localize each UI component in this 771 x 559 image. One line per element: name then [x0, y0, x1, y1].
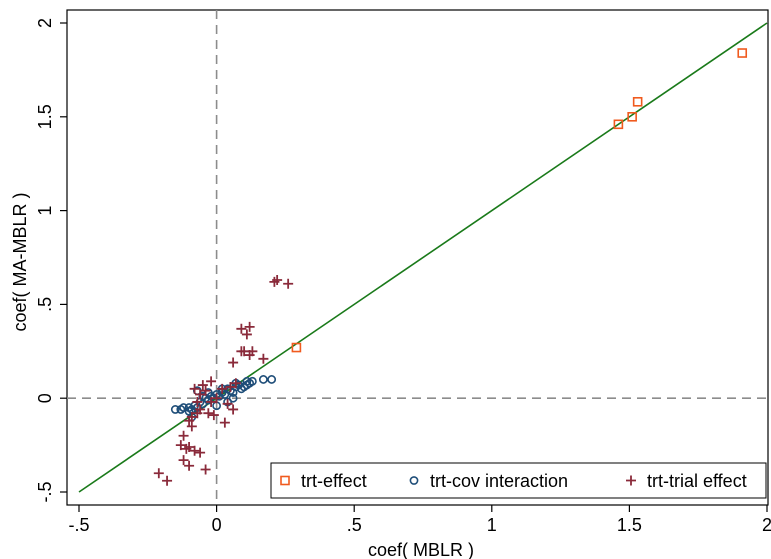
legend-label: trt-effect: [301, 471, 367, 491]
data-point: [236, 346, 247, 357]
data-point: [211, 393, 222, 404]
data-point: [247, 376, 257, 386]
data-point: [184, 460, 195, 471]
data-point: [170, 405, 180, 414]
legend-box: [270, 462, 767, 499]
y-tick-label: 1.5: [35, 104, 55, 129]
data-point: [737, 48, 748, 58]
x-tick-label: 2: [762, 515, 771, 535]
data-point: [195, 389, 206, 400]
data-point: [178, 455, 189, 466]
data-point: [267, 375, 277, 384]
data-point: [178, 430, 189, 441]
data-point: [206, 396, 217, 407]
y-tick-label: -.5: [35, 481, 55, 502]
data-point: [203, 408, 214, 419]
y-tick-label: 2: [35, 18, 55, 28]
legend-marker: [626, 475, 636, 486]
data-point: [181, 443, 192, 454]
data-point: [162, 475, 173, 486]
data-point: [184, 403, 194, 412]
y-tick-label: .5: [35, 297, 55, 312]
reference-lines: [67, 10, 768, 505]
data-point: [230, 378, 241, 389]
data-point: [217, 383, 228, 394]
x-axis-title: coef( MBLR ): [368, 540, 474, 559]
x-tick-label: 0: [212, 515, 222, 535]
x-tick-label: 1.5: [617, 515, 642, 535]
data-point: [195, 447, 206, 458]
x-tick-label: 1: [487, 515, 497, 535]
data-point: [189, 383, 200, 394]
plot-border: [66, 9, 769, 506]
series-trt-effect: [291, 48, 748, 353]
series-trt-trial-effect: [153, 275, 294, 486]
data-point: [195, 404, 206, 415]
data-point: [272, 275, 283, 286]
axes: -.5 0 .5 1 1.5 2 -.5 0 .5 1 1.5 2: [35, 18, 771, 535]
data-point: [175, 440, 186, 451]
data-point: [291, 342, 302, 353]
data-point: [225, 381, 236, 392]
data-point: [228, 404, 239, 415]
data-point: [153, 468, 164, 479]
data-point: [613, 119, 624, 130]
legend-label: trt-cov interaction: [430, 471, 568, 491]
data-point: [244, 350, 255, 361]
y-axis-title: coef( MA-MBLR ): [10, 192, 30, 331]
legend-marker: [280, 475, 290, 486]
x-tick-label: .5: [347, 515, 362, 535]
data-point: [222, 398, 233, 409]
y-tick-label: 1: [35, 206, 55, 216]
data-point: [189, 445, 200, 456]
data-points: [153, 48, 748, 486]
data-point: [236, 323, 247, 334]
plot-frame: [66, 9, 769, 506]
legend-label: trt-trial effect: [647, 471, 747, 491]
data-point: [242, 376, 252, 386]
data-point: [197, 380, 208, 391]
legend: trt-effect trt-cov interaction trt-trial e…: [270, 462, 767, 499]
data-point: [184, 415, 195, 426]
data-point: [283, 278, 294, 289]
data-point: [228, 357, 239, 368]
data-point: [244, 321, 255, 332]
y-tick-label: 0: [35, 393, 55, 403]
data-point: [258, 353, 269, 364]
data-point: [632, 96, 643, 107]
data-point: [192, 396, 203, 407]
data-point: [219, 417, 230, 428]
data-point: [241, 329, 252, 340]
x-tick-label: -.5: [68, 515, 89, 535]
data-point: [258, 375, 268, 384]
legend-marker: [409, 476, 419, 485]
data-point: [627, 112, 637, 122]
data-point: [186, 421, 197, 432]
data-point: [200, 385, 211, 396]
data-point: [206, 376, 217, 387]
data-point: [208, 410, 219, 421]
data-point: [200, 464, 211, 475]
